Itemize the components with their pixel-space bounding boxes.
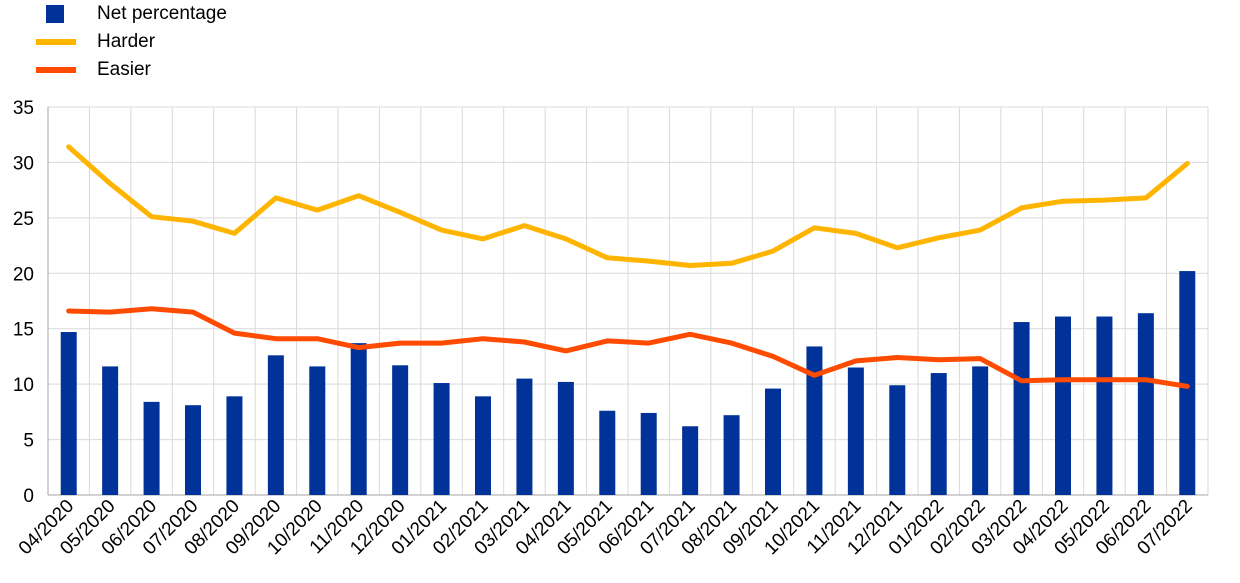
legend-swatch-easier <box>36 67 76 73</box>
bar-net-percentage <box>1179 271 1196 495</box>
bar-net-percentage <box>682 426 699 495</box>
bar-net-percentage <box>392 365 409 495</box>
bar-net-percentage <box>599 410 616 495</box>
y-tick-label: 5 <box>23 431 34 452</box>
bar-net-percentage <box>806 346 823 495</box>
bar-net-percentage <box>267 355 284 495</box>
bar-net-percentage <box>1013 322 1030 495</box>
y-tick-label: 15 <box>13 320 34 341</box>
y-tick-label: 10 <box>13 375 34 396</box>
bar-net-percentage <box>309 366 326 495</box>
legend-swatch-net-percentage <box>46 5 64 23</box>
bar-net-percentage <box>847 367 864 495</box>
legend-item-net-percentage: Net percentage <box>18 0 227 28</box>
bar-net-percentage <box>765 388 781 495</box>
bar-net-percentage <box>102 366 119 495</box>
bar-net-percentage <box>1137 313 1154 495</box>
bar-net-percentage <box>930 373 947 495</box>
bar-net-percentage <box>640 412 657 495</box>
bar-net-percentage <box>557 381 574 495</box>
bar-net-percentage <box>350 343 367 495</box>
line-harder <box>66 144 1190 268</box>
legend-item-easier: Easier <box>18 56 227 84</box>
y-tick-label: 35 <box>13 98 34 119</box>
bar-net-percentage <box>226 396 243 495</box>
bar-net-percentage <box>1055 316 1071 495</box>
y-tick-label: 20 <box>13 264 34 285</box>
bar-net-percentage <box>889 385 906 495</box>
line-easier <box>66 306 1190 389</box>
bar-net-percentage <box>60 332 77 495</box>
legend-item-harder: Harder <box>18 28 227 56</box>
legend: Net percentage Harder Easier <box>18 0 227 84</box>
bar-net-percentage <box>723 415 740 495</box>
legend-swatch-harder <box>36 39 76 45</box>
legend-label-harder: Harder <box>97 31 156 52</box>
bar-net-percentage <box>475 396 491 495</box>
bar-net-percentage <box>185 405 201 495</box>
legend-label-net-percentage: Net percentage <box>97 3 227 24</box>
y-tick-label: 30 <box>13 153 34 174</box>
bar-net-percentage <box>143 401 160 495</box>
legend-label-easier: Easier <box>97 59 151 80</box>
bar-net-percentage <box>433 383 450 495</box>
y-tick-label: 0 <box>23 486 34 507</box>
y-tick-label: 25 <box>13 209 34 230</box>
bar-net-percentage <box>972 366 989 495</box>
bar-net-percentage <box>516 378 533 495</box>
bar-net-percentage <box>1096 316 1113 495</box>
